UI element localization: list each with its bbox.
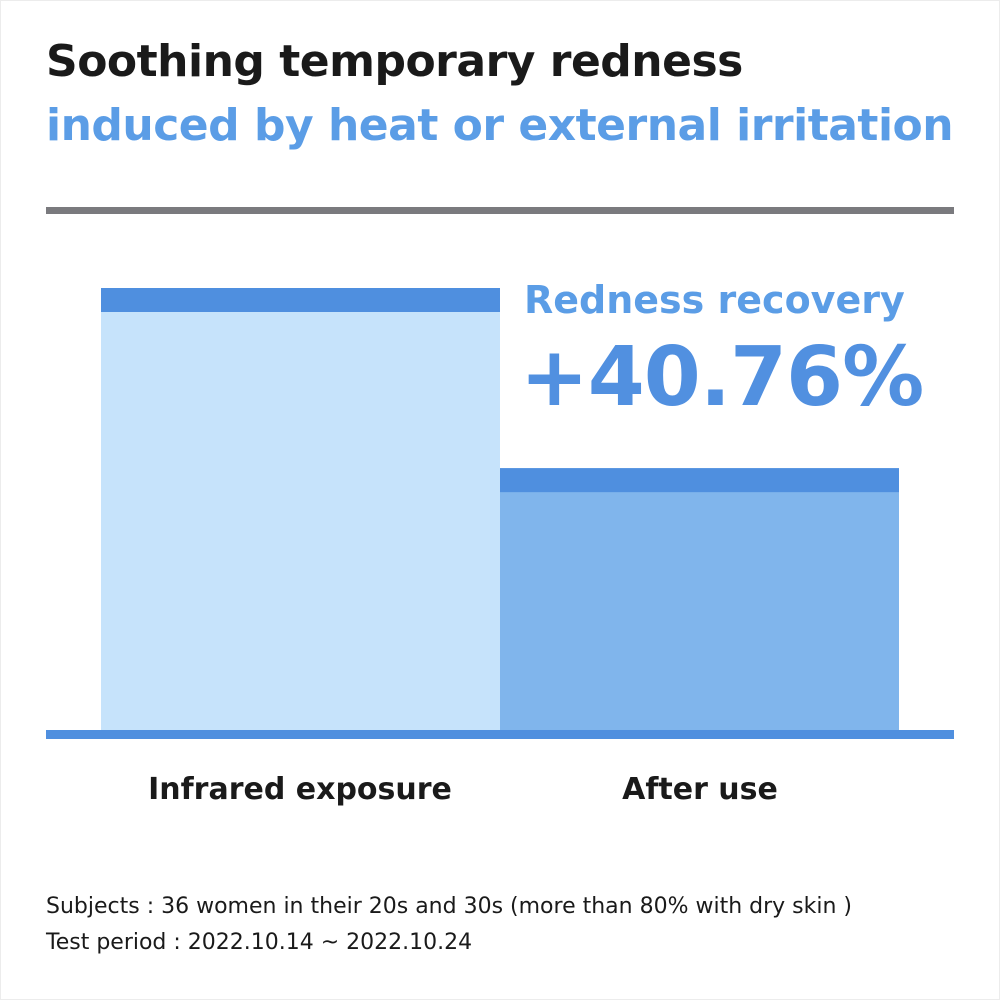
footnote-test-period: Test period : 2022.10.14 ~ 2022.10.24 (46, 930, 473, 955)
top-divider (46, 207, 954, 214)
bar-cap-infrared-exposure (101, 288, 500, 312)
chart-baseline (46, 730, 954, 739)
chart-subtitle: induced by heat or external irritation (46, 100, 954, 151)
bar-cap-after-use (500, 468, 899, 493)
callout-value: +40.76% (520, 330, 924, 425)
footnote-subjects: Subjects : 36 women in their 20s and 30s… (46, 894, 852, 919)
bar-infrared-exposure (101, 288, 500, 730)
bar-after-use (500, 468, 899, 730)
category-label-after-use: After use (622, 772, 778, 807)
callout-label: Redness recovery (524, 278, 905, 322)
category-label-infrared-exposure: Infrared exposure (148, 772, 452, 807)
chart-title: Soothing temporary redness (46, 36, 743, 87)
